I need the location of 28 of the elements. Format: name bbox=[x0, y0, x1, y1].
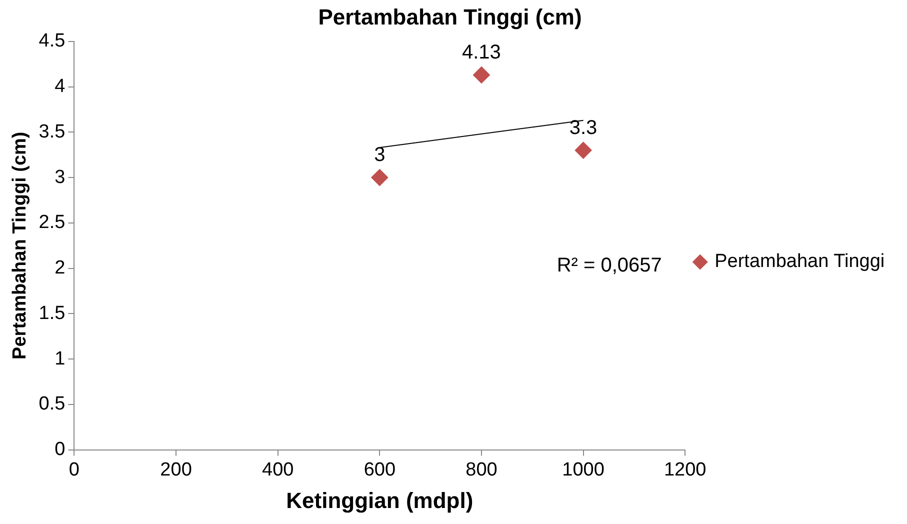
y-tick-label: 1.5 bbox=[38, 302, 66, 324]
y-tick-label: 1 bbox=[54, 348, 66, 370]
annotation: R² = 0,0657 bbox=[556, 254, 662, 277]
x-tick-label: 1200 bbox=[664, 459, 706, 480]
x-tick-label: 1000 bbox=[562, 459, 604, 480]
data-label: 3.3 bbox=[569, 116, 598, 139]
y-tick-label: 0.5 bbox=[38, 394, 66, 415]
chart-title: Pertambahan Tinggi (cm) bbox=[318, 4, 582, 30]
y-tick-label: 4 bbox=[54, 76, 66, 98]
x-tick-label: 400 bbox=[262, 459, 294, 480]
y-tick-label: 2.5 bbox=[38, 212, 66, 234]
y-tick-label: 3.5 bbox=[38, 121, 66, 142]
point bbox=[574, 142, 592, 159]
legend-label: Pertambahan Tinggi bbox=[714, 251, 885, 272]
x-tick-label: 0 bbox=[68, 459, 80, 480]
y-tick-label: 3 bbox=[54, 166, 66, 188]
data-label: 4.13 bbox=[462, 41, 501, 64]
y-tick-label: 0 bbox=[54, 439, 66, 460]
x-tick-label: 200 bbox=[160, 459, 192, 480]
y-tick-label: 2 bbox=[54, 258, 66, 279]
data-label: 3 bbox=[374, 144, 386, 166]
x-axis-title: Ketinggian (mdpl) bbox=[286, 488, 474, 513]
point bbox=[472, 66, 490, 84]
x-tick-label: 800 bbox=[466, 459, 498, 480]
x-tick-label: 600 bbox=[364, 459, 396, 480]
y-tick-label: 4.5 bbox=[38, 30, 66, 52]
y-axis-title: Pertambahan Tinggi (cm) bbox=[10, 132, 31, 360]
point bbox=[371, 169, 388, 186]
